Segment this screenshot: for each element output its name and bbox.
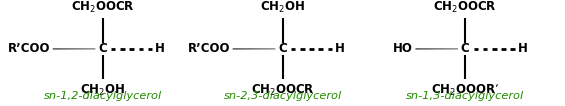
Text: sn-2,3-diacylglycerol: sn-2,3-diacylglycerol — [223, 91, 342, 101]
Polygon shape — [415, 48, 458, 49]
Text: C: C — [461, 42, 470, 55]
Text: sn-1,2-diacylglycerol: sn-1,2-diacylglycerol — [44, 91, 162, 101]
Text: C: C — [278, 42, 287, 55]
Text: CH$_2$OOCR: CH$_2$OOCR — [433, 0, 497, 15]
Text: R’COO: R’COO — [188, 42, 230, 55]
Text: HO: HO — [393, 42, 412, 55]
Text: CH$_2$OOCR: CH$_2$OOCR — [71, 0, 134, 15]
Text: CH$_2$OH: CH$_2$OH — [260, 0, 305, 15]
Polygon shape — [233, 48, 275, 49]
Polygon shape — [53, 48, 95, 49]
Text: H: H — [155, 42, 165, 55]
Text: sn-1,3-diacylglycerol: sn-1,3-diacylglycerol — [406, 91, 524, 101]
Text: CH$_2$OOOR’: CH$_2$OOOR’ — [431, 82, 499, 98]
Text: CH$_2$OOCR: CH$_2$OOCR — [251, 82, 314, 98]
Text: H: H — [335, 42, 345, 55]
Text: H: H — [518, 42, 528, 55]
Text: CH$_2$OH: CH$_2$OH — [80, 82, 125, 98]
Text: R’COO: R’COO — [7, 42, 50, 55]
Text: C: C — [98, 42, 107, 55]
